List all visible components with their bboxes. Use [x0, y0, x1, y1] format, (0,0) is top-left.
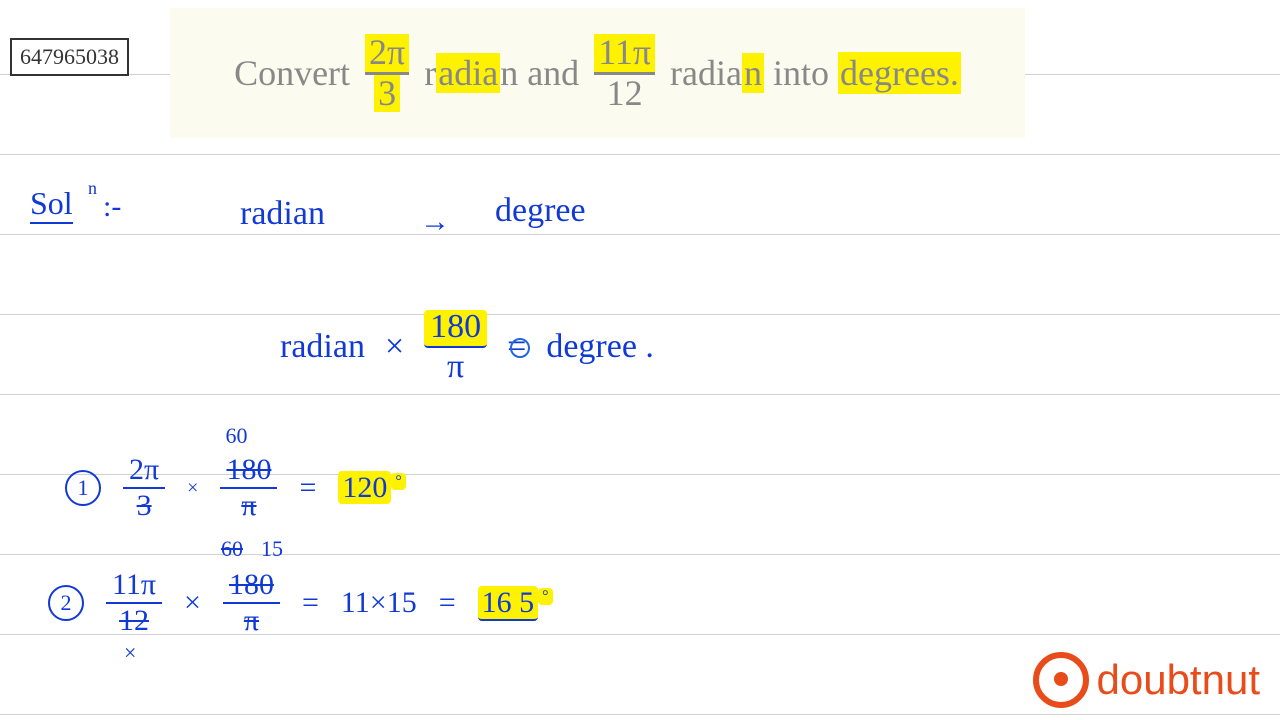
p1-ans: 120°: [338, 471, 405, 505]
q-degrees: degrees.: [838, 52, 961, 94]
f-frac-num: 180: [424, 310, 487, 348]
p1-sup60: 60: [225, 425, 247, 447]
cursor-indicator: [510, 338, 530, 358]
sol-colon: :-: [103, 190, 121, 224]
problem-1: 1 2π 3 × 60 180 π = 120°: [65, 455, 406, 521]
p2-f2-den: π: [238, 604, 265, 636]
p1-deg: °: [391, 473, 405, 490]
f-frac: 180 π: [424, 310, 487, 384]
f-degree: degree .: [546, 328, 654, 366]
logo-text: doubtnut: [1097, 656, 1261, 704]
question-id-box: 647965038: [10, 38, 129, 76]
line1-degree: degree: [495, 192, 586, 230]
q-frac1-num: 2π: [365, 34, 409, 75]
p2-mult: ×: [184, 586, 201, 620]
p1-f2-den: π: [235, 489, 262, 521]
p2-sup60: 60: [221, 538, 243, 560]
q-frac2: 11π 12: [594, 34, 655, 113]
q-convert: Convert: [234, 52, 350, 94]
p1-f1-num: 2π: [123, 455, 165, 489]
p2-eq: =: [302, 586, 319, 620]
line1-radian: radian: [240, 195, 325, 233]
q-radian1: radian: [424, 52, 518, 94]
problem-2: 2 11π 12 × × 60 15 180 π = 11×15 = 16 5°: [48, 570, 553, 636]
p1-eq: =: [299, 471, 316, 505]
question-id: 647965038: [20, 44, 119, 69]
f-frac-den: π: [441, 348, 470, 384]
f-radian: radian: [280, 328, 365, 366]
sol-superscript: n: [88, 178, 97, 199]
p1-frac1: 2π 3: [123, 455, 165, 521]
f-mult: ×: [385, 328, 404, 366]
q-and: and: [527, 52, 579, 94]
p2-mid: 11×15: [341, 586, 417, 620]
p2-eq2: =: [439, 586, 456, 620]
line1-arrow: →: [420, 205, 450, 239]
q-frac2-den: 12: [603, 75, 647, 113]
p2-ans: 16 5°: [478, 586, 553, 620]
q-radian2: radian: [670, 52, 764, 94]
p2-ans-val: 16 5: [478, 586, 539, 621]
p2-subx: ×: [124, 642, 136, 664]
solution-label: Sol: [30, 185, 73, 224]
formula-line: radian × 180 π = degree .: [280, 310, 654, 384]
q-into: into: [773, 52, 829, 94]
logo-icon: [1033, 652, 1089, 708]
q-frac1-den: 3: [374, 75, 400, 113]
p2-frac1: 11π 12 ×: [106, 570, 162, 636]
p2-sup15: 15: [261, 538, 283, 560]
p2-f1-num: 11π: [106, 570, 162, 604]
p1-number: 1: [65, 470, 101, 506]
doubtnut-logo: doubtnut: [1033, 652, 1261, 708]
q-frac2-num: 11π: [594, 34, 655, 75]
p2-f2-num: 180: [223, 570, 280, 604]
p2-number: 2: [48, 585, 84, 621]
p1-ans-val: 120: [338, 471, 391, 504]
p2-f1-den: 12: [113, 604, 155, 636]
p1-mult: ×: [187, 477, 198, 500]
p1-f2-num: 180: [220, 455, 277, 489]
sol-text: Sol: [30, 185, 73, 221]
p2-frac2: 60 15 180 π: [223, 570, 280, 636]
question-prompt: Convert 2π 3 radian and 11π 12 radian in…: [170, 8, 1025, 138]
p1-frac2: 60 180 π: [220, 455, 277, 521]
p2-deg: °: [538, 588, 552, 605]
p1-f1-den: 3: [131, 489, 158, 521]
q-frac1: 2π 3: [365, 34, 409, 113]
